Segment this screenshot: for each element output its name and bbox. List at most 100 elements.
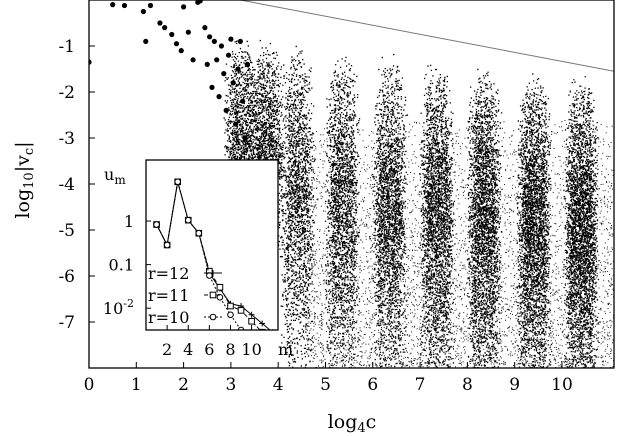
inset-y-tick-label: 10-2	[103, 297, 134, 318]
series-line	[156, 181, 242, 330]
y-tick-label: -5	[58, 221, 75, 241]
inset-plot: r=12 r=11 r=10 2 4 6 8 10 1 0.1 10-2 um m	[103, 159, 293, 359]
data-point	[190, 57, 196, 63]
inset-x-tick-label: 10	[241, 340, 261, 359]
inset-y-tick-label: 1	[124, 212, 134, 231]
inset-y-tick-label: 0.1	[109, 256, 134, 275]
dense-band	[371, 53, 409, 368]
data-point	[237, 38, 243, 45]
data-point	[244, 61, 251, 67]
dense-band	[279, 45, 316, 368]
marker-plus	[210, 270, 216, 276]
data-point	[178, 48, 184, 54]
data-point	[173, 41, 180, 47]
marker-square	[216, 283, 224, 291]
data-point	[223, 107, 229, 113]
x-tick-label: 5	[320, 375, 331, 395]
data-point	[242, 135, 248, 141]
y-tick-label: -2	[58, 83, 75, 103]
data-point	[180, 4, 187, 10]
legend-entry: r=10	[148, 308, 189, 327]
marker-circle	[237, 326, 245, 330]
marker-square	[248, 317, 255, 325]
dense-band	[516, 73, 553, 368]
data-point	[228, 36, 234, 42]
y-tick-label: -3	[58, 129, 75, 149]
inset-frame	[145, 159, 279, 331]
data-point	[225, 52, 232, 58]
y-axis-ticks: -1 -2 -3 -4 -5 -6 -7	[58, 37, 95, 333]
data-point	[162, 25, 168, 31]
data-point	[143, 38, 149, 45]
marker-plus	[259, 320, 266, 327]
dense-band	[419, 64, 456, 368]
inset-y-ticks: 1 0.1 10-2	[103, 212, 151, 318]
data-point	[157, 20, 163, 26]
dense-point-bands	[223, 39, 614, 368]
marker-circle	[195, 229, 203, 237]
legend-entry: r=11	[148, 286, 189, 305]
marker-square	[227, 302, 234, 310]
x-tick-label: 0	[84, 375, 95, 395]
data-point	[221, 71, 227, 77]
marker-circle	[209, 313, 217, 321]
marker-circle	[174, 178, 181, 186]
data-point	[218, 43, 225, 49]
inset-series	[153, 178, 274, 330]
data-point	[202, 25, 208, 31]
data-point	[211, 38, 217, 45]
inset-x-tick-label: 8	[225, 340, 235, 359]
background-points	[306, 119, 614, 368]
y-tick-label: -4	[58, 175, 75, 195]
data-point	[185, 29, 191, 35]
inset-x-tick-label: 2	[162, 340, 172, 359]
data-point	[209, 84, 215, 90]
legend-entry: r=12	[148, 264, 189, 283]
x-axis-label: log4c	[328, 411, 377, 436]
marker-square	[237, 307, 245, 314]
inset-y-label: um	[104, 165, 126, 187]
data-point	[240, 98, 246, 104]
marker-circle	[153, 221, 160, 228]
x-tick-label: 1	[131, 375, 142, 395]
dense-band	[563, 76, 600, 368]
x-tick-label: 9	[509, 375, 520, 395]
data-point	[197, 0, 203, 4]
x-tick-label: 3	[225, 375, 236, 395]
y-tick-label: -7	[58, 313, 75, 333]
data-point	[235, 66, 241, 72]
x-tick-label: 6	[367, 375, 378, 395]
dense-band	[324, 56, 361, 368]
inset-x-tick-label: 4	[183, 340, 193, 359]
marker-circle	[163, 241, 171, 249]
data-point	[204, 61, 210, 67]
y-tick-label: -1	[58, 37, 75, 57]
sparse-points	[89, 0, 251, 141]
marker-plus	[248, 311, 255, 318]
marker-square	[209, 291, 217, 299]
marker-circle	[184, 216, 192, 224]
y-axis-label: log10|vc|	[12, 141, 37, 218]
x-tick-label: 2	[178, 375, 189, 395]
data-point	[230, 80, 236, 86]
envelope-line	[240, 0, 614, 72]
inset-x-ticks: 2 4 6 8 10	[162, 325, 262, 359]
data-point	[121, 2, 128, 9]
data-point	[233, 121, 239, 127]
dense-band	[466, 68, 503, 368]
data-point	[214, 57, 220, 63]
inset-legend: r=12 r=11 r=10	[148, 264, 222, 327]
data-point	[207, 34, 213, 40]
x-tick-label: 10	[551, 375, 573, 395]
data-point	[216, 94, 222, 100]
data-point	[147, 2, 154, 9]
marker-circle	[227, 311, 234, 319]
inset-x-label: m	[278, 340, 293, 359]
data-point	[169, 31, 175, 38]
inset-x-tick-label: 6	[204, 340, 214, 359]
data-point	[110, 2, 116, 8]
data-point	[140, 8, 146, 15]
marker-circle	[206, 272, 213, 279]
main-plot: 0 1 2 3 4 5 6 7 8 9 10 -1 -2 -3 -4 -5 -6 -7 log4c log10|…	[12, 0, 615, 436]
